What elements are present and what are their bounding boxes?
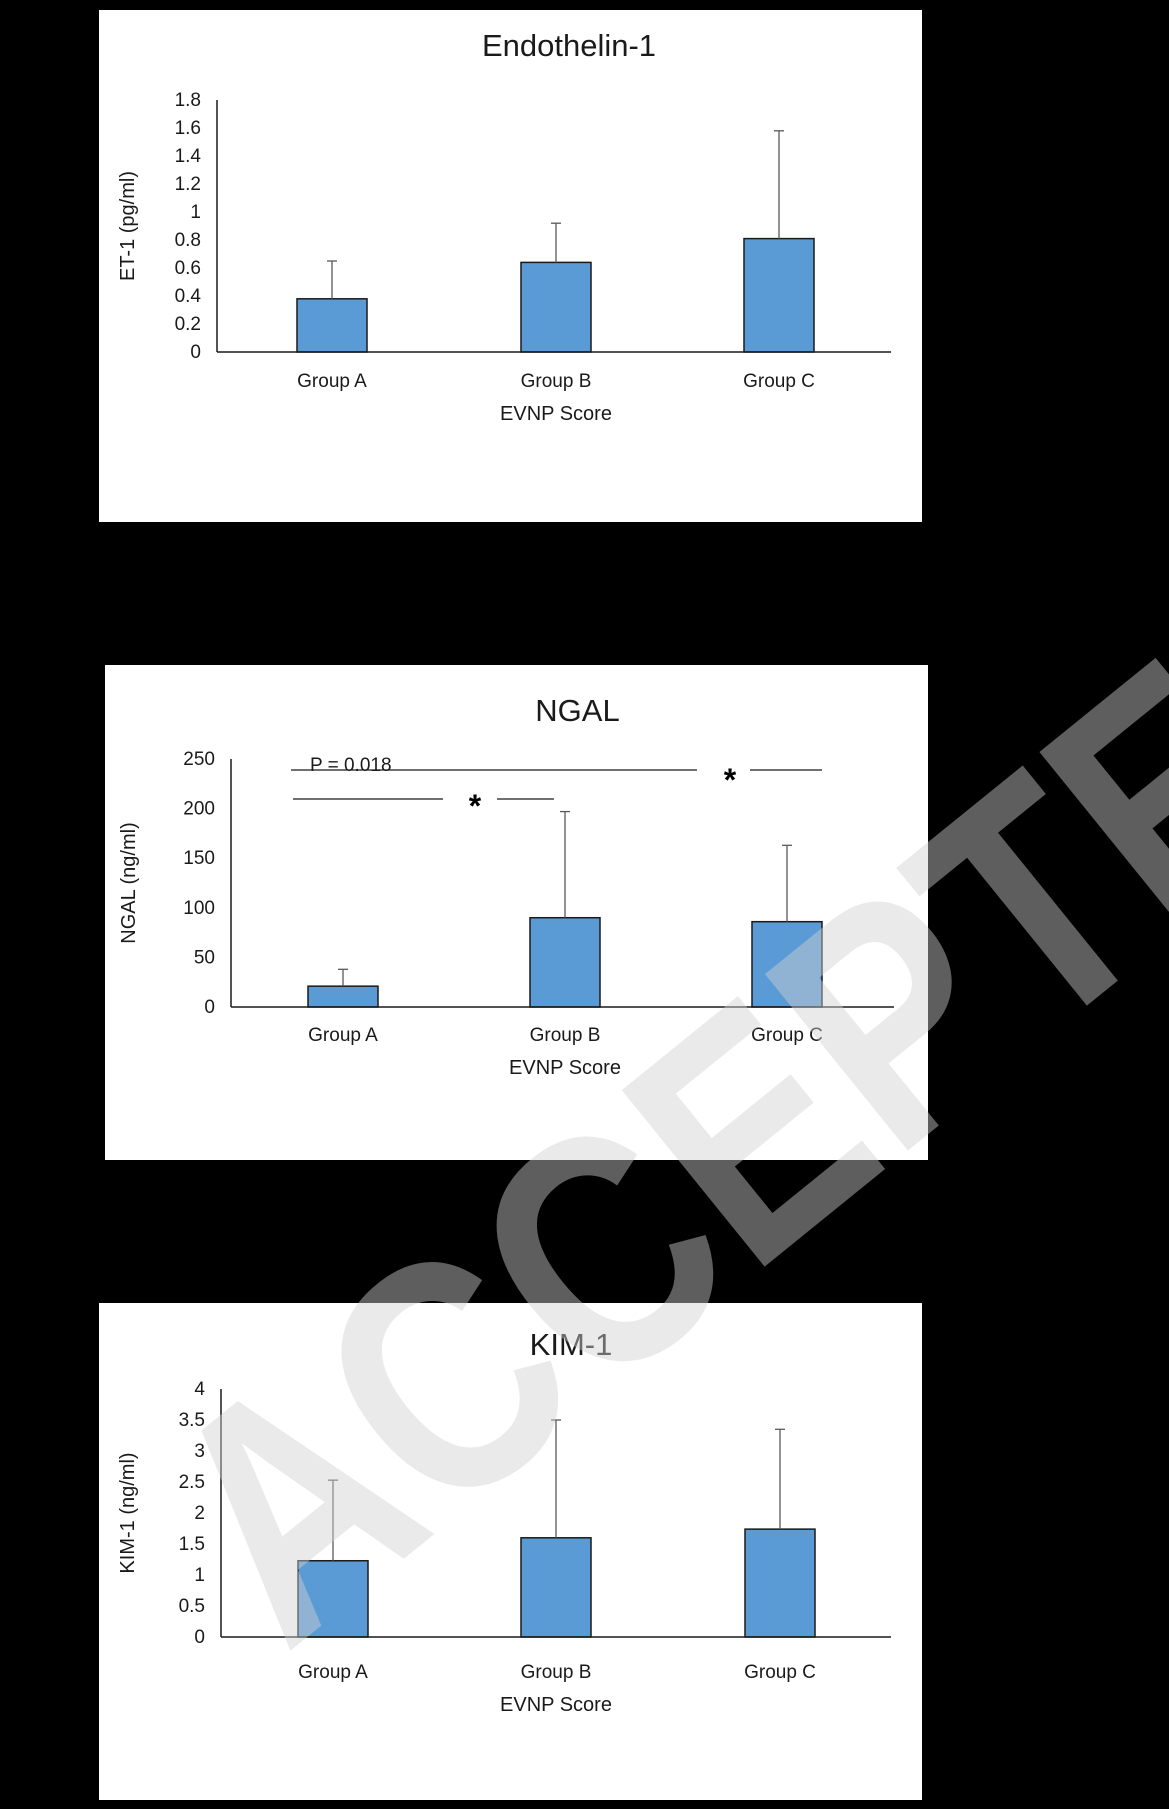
chart-title: Endothelin-1: [482, 28, 656, 63]
y-tick-label: 1: [190, 202, 201, 223]
y-tick-label: 1.6: [175, 118, 201, 139]
y-tick-label: 3.5: [179, 1410, 205, 1431]
y-tick-label: 1.5: [179, 1534, 205, 1555]
bar-group-b: [529, 916, 601, 1008]
y-tick-label: 2: [194, 1503, 205, 1524]
y-tick-label: 0: [204, 997, 215, 1018]
y-tick-label: 0.2: [175, 314, 201, 335]
chart-title: NGAL: [535, 693, 619, 728]
bar-group-a: [307, 985, 379, 1008]
chart-svg-endothelin: Endothelin-1 Group A Group B Group C 0 0.2 0.4…: [117, 28, 891, 425]
p-value-label: P = 0.018: [310, 755, 392, 776]
x-tick-label: Group B: [530, 1025, 601, 1046]
bar-group-a: [297, 1559, 369, 1638]
y-tick-label: 0: [194, 1627, 205, 1648]
x-axis-title: EVNP Score: [509, 1057, 621, 1079]
y-tick-label: 1: [194, 1565, 205, 1586]
y-tick-label: 0.8: [175, 230, 201, 251]
x-axis-title: EVNP Score: [500, 1694, 612, 1716]
bar-group-a: [296, 298, 368, 353]
chart-panel-ngal: NGAL Group A Group B Group C 0 50 100 150 200 250…: [105, 665, 928, 1160]
y-tick-label: 1.8: [175, 90, 201, 111]
y-tick-label: 1.2: [175, 174, 201, 195]
x-tick-label: Group C: [744, 1662, 816, 1683]
chart-svg-ngal: NGAL Group A Group B Group C 0 50 100 150 200 250…: [118, 693, 894, 1079]
x-tick-label: Group C: [743, 371, 815, 392]
x-tick-label: Group B: [521, 1662, 592, 1683]
y-tick-label: 0.5: [179, 1596, 205, 1617]
y-tick-label: 250: [183, 749, 215, 770]
y-tick-label: 4: [194, 1379, 205, 1400]
bar-group-c: [743, 237, 815, 353]
significance-star: *: [469, 788, 482, 824]
chart-title: KIM-1: [530, 1327, 613, 1362]
x-tick-label: Group C: [751, 1025, 823, 1046]
y-axis-title: NGAL (ng/ml): [118, 822, 140, 944]
bar-group-c: [751, 920, 823, 1008]
y-tick-label: 2.5: [179, 1472, 205, 1493]
y-tick-label: 0: [190, 342, 201, 363]
y-tick-label: 200: [183, 799, 215, 820]
y-axis-title: KIM-1 (ng/ml): [117, 1452, 139, 1573]
chart-panel-endothelin: Endothelin-1 Group A Group B Group C 0 0.2 0.4…: [99, 10, 922, 522]
y-axis-title: ET-1 (pg/ml): [117, 171, 139, 281]
bar-group-b: [520, 261, 592, 353]
y-tick-label: 0.6: [175, 258, 201, 279]
x-tick-label: Group B: [521, 371, 592, 392]
y-tick-label: 3: [194, 1441, 205, 1462]
bar-group-b: [520, 1537, 592, 1638]
x-tick-label: Group A: [298, 1662, 368, 1683]
x-tick-label: Group A: [297, 371, 367, 392]
y-tick-label: 0.4: [175, 286, 202, 307]
chart-panel-kim1: KIM-1 Group A Group B Group C 0 0.5 1 1.5 2 2.5 3 3…: [99, 1303, 922, 1800]
x-axis-title: EVNP Score: [500, 403, 612, 425]
y-tick-label: 1.4: [175, 146, 202, 167]
chart-svg-kim1: KIM-1 Group A Group B Group C 0 0.5 1 1.5 2 2.5 3 3…: [117, 1327, 891, 1716]
x-tick-label: Group A: [308, 1025, 378, 1046]
significance-star: *: [724, 762, 737, 798]
bar-group-c: [744, 1528, 816, 1638]
y-tick-label: 100: [183, 898, 215, 919]
y-tick-label: 150: [183, 848, 215, 869]
y-tick-label: 50: [194, 947, 215, 968]
